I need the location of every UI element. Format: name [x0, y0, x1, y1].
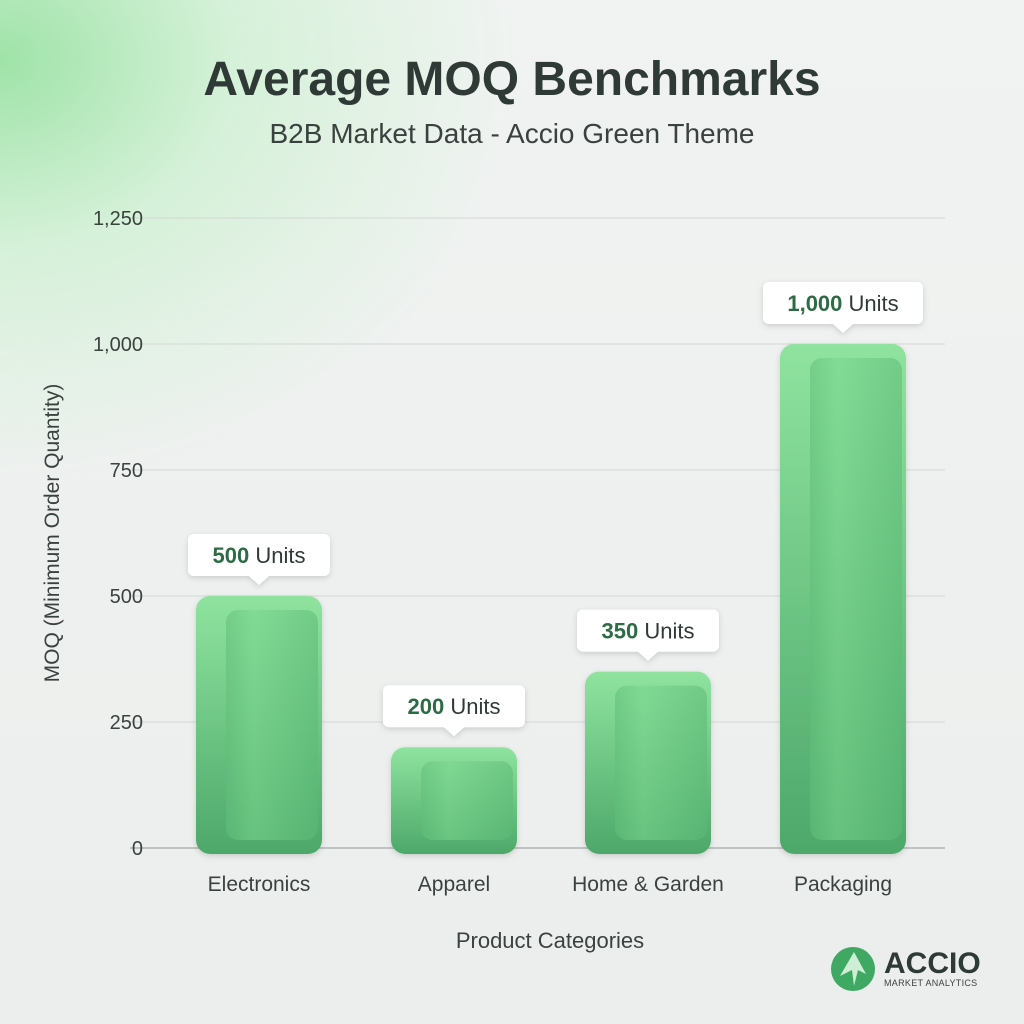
x-axis-label: Product Categories	[455, 928, 645, 953]
x-tick-label: Home & Garden	[572, 873, 724, 896]
logo-name: ACCIO	[884, 947, 981, 980]
bar-face	[615, 685, 707, 840]
y-tick-label: 500	[110, 586, 143, 608]
y-tick-label: 750	[110, 460, 143, 482]
y-tick-label: 1,250	[93, 208, 143, 230]
logo-tagline: MARKET ANALYTICS	[884, 978, 978, 988]
data-label: 350 Units	[602, 619, 695, 644]
x-tick-label: Packaging	[794, 873, 892, 896]
data-label-box	[577, 609, 719, 661]
data-label-box	[383, 685, 525, 737]
data-label-box	[763, 282, 923, 333]
bar-face	[226, 610, 318, 840]
bar-face	[421, 761, 513, 840]
x-tick-label: Apparel	[418, 873, 490, 896]
chart-subtitle: B2B Market Data - Accio Green Theme	[269, 118, 755, 149]
x-tick-label: Electronics	[208, 873, 311, 896]
data-label: 1,000 Units	[787, 291, 898, 316]
data-label: 200 Units	[408, 694, 501, 719]
y-axis-label: MOQ (Minimum Order Quantity)	[41, 383, 64, 683]
accio-logo-icon	[831, 947, 875, 991]
data-label: 500 Units	[213, 543, 306, 568]
y-tick-label: 250	[110, 712, 143, 734]
y-tick-label: 0	[132, 838, 143, 860]
bar-face	[810, 358, 902, 840]
chart-title: Average MOQ Benchmarks	[203, 53, 821, 106]
data-label-box	[188, 534, 330, 585]
accio-logo: ACCIO MARKET ANALYTICS	[830, 946, 981, 992]
y-tick-label: 1,000	[93, 334, 143, 356]
